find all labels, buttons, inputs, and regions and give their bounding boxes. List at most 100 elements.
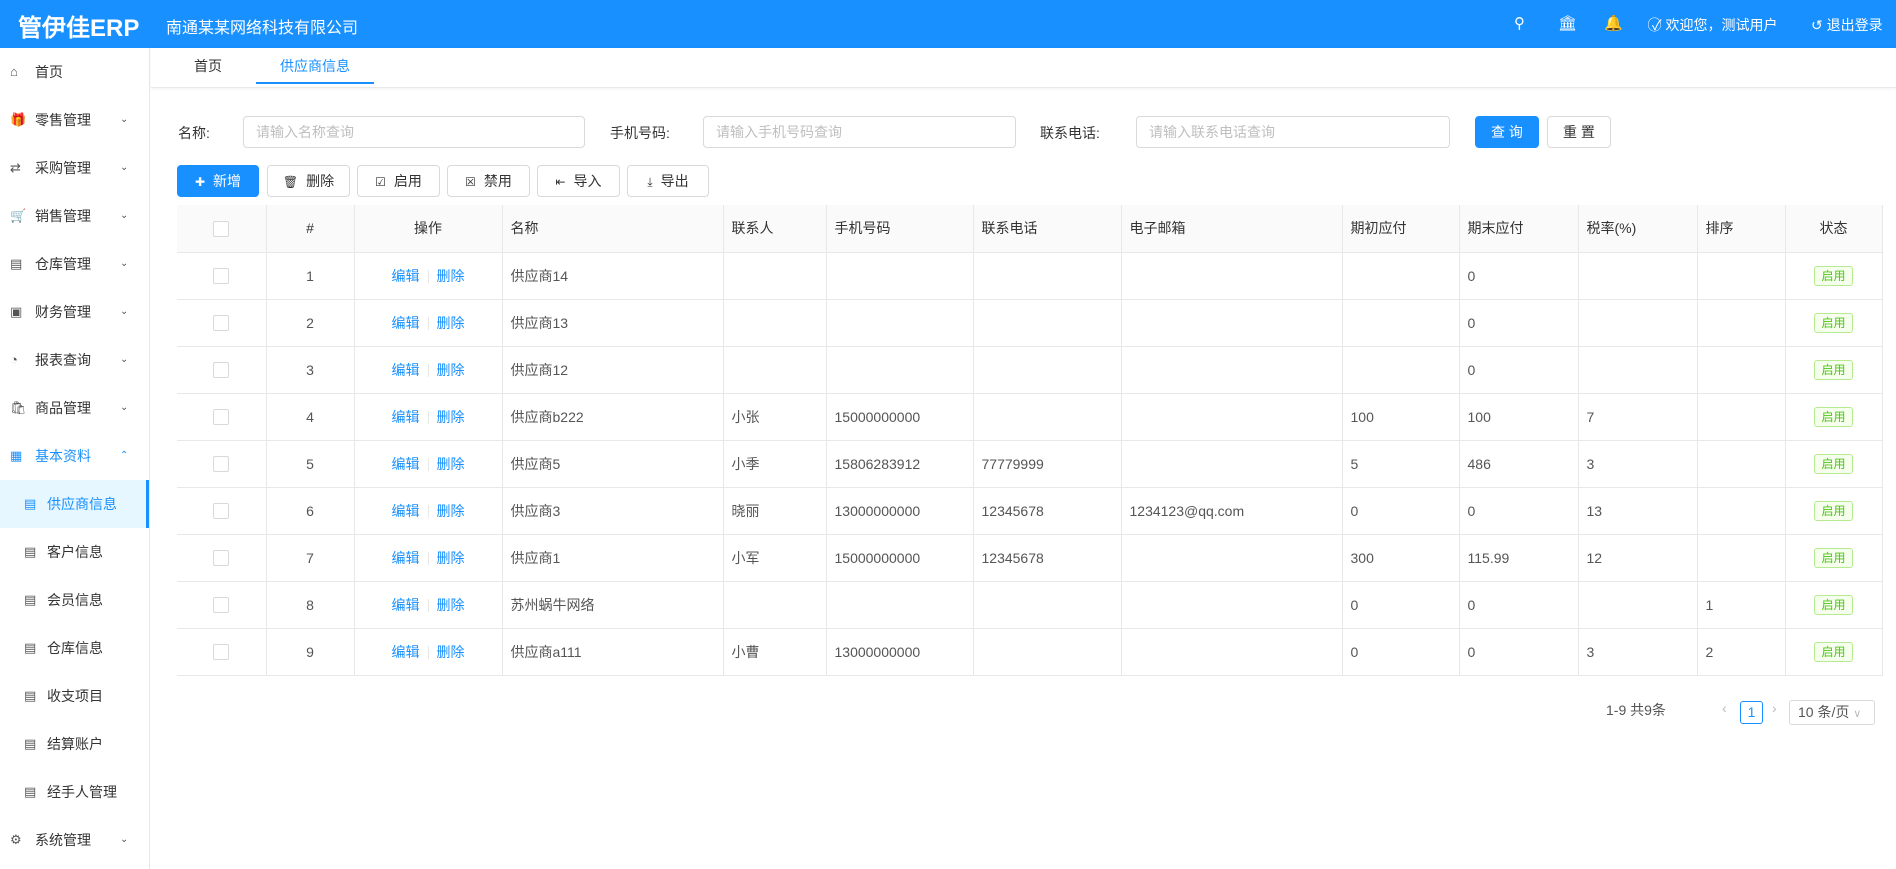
bank-icon[interactable]: 🏛: [1558, 15, 1578, 32]
delete-link[interactable]: 删除: [436, 267, 465, 284]
delete-link[interactable]: 删除: [436, 455, 465, 472]
prev-page-button[interactable]: ‹: [1722, 700, 1727, 716]
table-cell: [1121, 581, 1343, 629]
table-cell: 晓丽: [723, 487, 827, 535]
table-cell: [973, 299, 1122, 347]
trash-icon: 🗑: [282, 175, 299, 189]
edit-link[interactable]: 编辑: [391, 549, 420, 566]
table-cell: 0: [1459, 299, 1579, 347]
name-input[interactable]: 请输入名称查询: [243, 116, 585, 148]
edit-link[interactable]: 编辑: [391, 314, 420, 331]
sidebar-item[interactable]: 🛒 销售管理 ⌄: [0, 192, 149, 240]
sidebar-item[interactable]: ⇄ 采购管理 ⌄: [0, 144, 149, 192]
divider: [427, 646, 429, 660]
sidebar-item[interactable]: 🎁 零售管理 ⌄: [0, 96, 149, 144]
table-row: 6 编辑 删除 供应商3 晓丽 13000000000 12345678 1234123@qq…: [177, 487, 1883, 535]
column-header[interactable]: 税率(%): [1578, 205, 1698, 253]
import-button[interactable]: ⇤ 导入: [537, 165, 620, 197]
table-cell: 486: [1459, 440, 1579, 488]
row-checkbox[interactable]: [213, 362, 230, 379]
sidebar-item[interactable]: ▣ 财务管理 ⌄: [0, 288, 149, 336]
table-cell: [1697, 534, 1786, 582]
column-header[interactable]: 手机号码: [826, 205, 974, 253]
delete-link[interactable]: 删除: [436, 361, 465, 378]
row-checkbox[interactable]: [213, 456, 230, 473]
sidebar-item[interactable]: 🛍 商品管理 ⌄: [0, 384, 149, 432]
column-header[interactable]: 操作: [354, 205, 503, 253]
page-1-button[interactable]: 1: [1740, 701, 1763, 724]
search-button[interactable]: 查 询: [1475, 116, 1539, 148]
delete-link[interactable]: 删除: [436, 596, 465, 613]
next-page-button[interactable]: ›: [1772, 700, 1777, 716]
search-icon[interactable]: ⚲: [1514, 15, 1525, 32]
row-index: 3: [266, 346, 355, 394]
delete-link[interactable]: 删除: [436, 408, 465, 425]
bell-icon[interactable]: 🔔: [1604, 15, 1623, 32]
row-checkbox[interactable]: [213, 315, 230, 332]
table-cell: [826, 581, 974, 629]
user-menu[interactable]: ✓⃝ 欢迎您，测试用户: [1652, 15, 1777, 35]
status-cell: 启用: [1785, 299, 1883, 347]
sidebar-subitem[interactable]: ▤ 经手人管理: [0, 768, 149, 816]
sidebar-subitem[interactable]: ▤ 仓库信息: [0, 624, 149, 672]
file-list-icon: ▤: [24, 544, 37, 559]
enable-button[interactable]: ☑ 启用: [357, 165, 440, 197]
sidebar-item-label: 首页: [35, 64, 63, 80]
delete-link[interactable]: 删除: [436, 314, 465, 331]
reset-button[interactable]: 重 置: [1547, 116, 1611, 148]
sidebar-item-label: 报表查询: [35, 352, 91, 368]
column-header[interactable]: 电子邮箱: [1121, 205, 1343, 253]
logout-button[interactable]: ↺ 退出登录: [1811, 15, 1883, 35]
row-actions: 编辑 删除: [354, 534, 503, 582]
row-checkbox[interactable]: [213, 550, 230, 567]
delete-button[interactable]: 🗑 删除: [267, 165, 350, 197]
edit-link[interactable]: 编辑: [391, 361, 420, 378]
chevron-down-icon: ⌄: [120, 402, 129, 413]
edit-link[interactable]: 编辑: [391, 502, 420, 519]
column-header[interactable]: 期末应付: [1459, 205, 1579, 253]
delete-link[interactable]: 删除: [436, 502, 465, 519]
sidebar-subitem[interactable]: ▤ 会员信息: [0, 576, 149, 624]
tab-home[interactable]: 首页: [194, 58, 222, 74]
sidebar-subitem[interactable]: ▤ 收支项目: [0, 672, 149, 720]
edit-link[interactable]: 编辑: [391, 643, 420, 660]
column-header[interactable]: 排序: [1697, 205, 1786, 253]
row-checkbox[interactable]: [213, 503, 230, 520]
sidebar-item[interactable]: ⌂ 首页: [0, 48, 149, 96]
phone-input[interactable]: 请输入手机号码查询: [703, 116, 1016, 148]
row-checkbox[interactable]: [213, 409, 230, 426]
chevron-down-icon: ⌄: [120, 114, 129, 125]
edit-link[interactable]: 编辑: [391, 455, 420, 472]
add-button[interactable]: ✚ 新增: [177, 165, 259, 197]
row-checkbox[interactable]: [213, 644, 230, 661]
column-header[interactable]: 名称: [502, 205, 724, 253]
sidebar-item[interactable]: ⚙ 系统管理 ⌄: [0, 816, 149, 864]
row-checkbox[interactable]: [213, 597, 230, 614]
file-list-icon: ▤: [24, 592, 37, 607]
export-button[interactable]: ⤓ 导出: [627, 165, 709, 197]
edit-link[interactable]: 编辑: [391, 408, 420, 425]
page-size-select[interactable]: 10 条/页 ∨: [1789, 700, 1875, 725]
delete-link[interactable]: 删除: [436, 643, 465, 660]
column-header[interactable]: 联系人: [723, 205, 827, 253]
row-checkbox[interactable]: [213, 268, 230, 285]
select-all-checkbox[interactable]: [213, 220, 230, 237]
tel-input[interactable]: 请输入联系电话查询: [1136, 116, 1450, 148]
column-header[interactable]: 状态: [1785, 205, 1883, 253]
disable-button[interactable]: ☒ 禁用: [447, 165, 530, 197]
edit-link[interactable]: 编辑: [391, 267, 420, 284]
sidebar-subitem[interactable]: ▤ 结算账户: [0, 720, 149, 768]
table-cell: [1697, 393, 1786, 441]
delete-link[interactable]: 删除: [436, 549, 465, 566]
row-index: 6: [266, 487, 355, 535]
sidebar-subitem[interactable]: ▤ 客户信息: [0, 528, 149, 576]
column-header[interactable]: 联系电话: [973, 205, 1122, 253]
sidebar-item[interactable]: ◔ 报表查询 ⌄: [0, 336, 149, 384]
edit-link[interactable]: 编辑: [391, 596, 420, 613]
tab-supplier-info[interactable]: 供应商信息: [256, 48, 374, 84]
sidebar-item[interactable]: ▦ 基本资料 ⌃: [0, 432, 149, 480]
sidebar-subitem[interactable]: ▤ 供应商信息: [0, 480, 149, 528]
sidebar-item[interactable]: ▤ 仓库管理 ⌄: [0, 240, 149, 288]
column-header[interactable]: 期初应付: [1342, 205, 1460, 253]
column-header[interactable]: #: [266, 205, 355, 253]
